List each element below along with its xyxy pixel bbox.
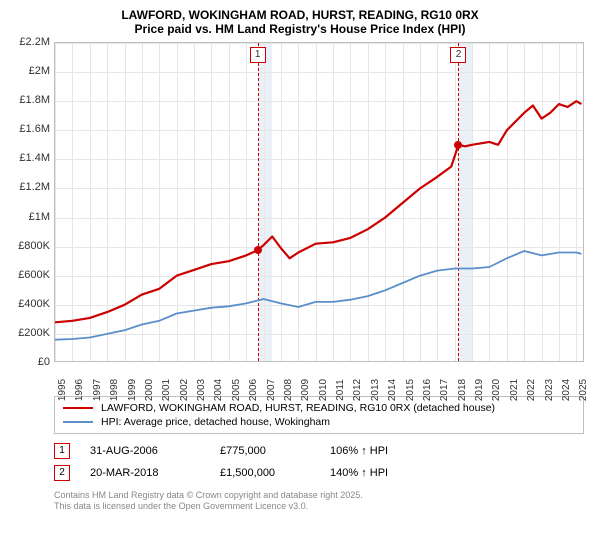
x-tick-label: 2006 <box>248 379 259 401</box>
x-tick-label: 1999 <box>127 379 138 401</box>
sale-vs-hpi: 106% ↑ HPI <box>330 445 388 457</box>
y-tick-label: £1.6M <box>19 123 50 135</box>
x-tick-label: 2005 <box>231 379 242 401</box>
y-axis-labels: £0£200K£400K£600K£800K£1M£1.2M£1.4M£1.6M… <box>10 42 52 362</box>
x-tick-label: 2009 <box>300 379 311 401</box>
footer-line: Contains HM Land Registry data © Crown c… <box>54 490 584 501</box>
house-price-chart: LAWFORD, WOKINGHAM ROAD, HURST, READING,… <box>0 0 600 560</box>
x-tick-label: 1998 <box>109 379 120 401</box>
y-tick-label: £2.2M <box>19 36 50 48</box>
x-tick-label: 2023 <box>544 379 555 401</box>
footer-line: This data is licensed under the Open Gov… <box>54 501 584 512</box>
x-tick-label: 2010 <box>318 379 329 401</box>
x-tick-label: 2014 <box>387 379 398 401</box>
x-tick-label: 2025 <box>578 379 589 401</box>
x-tick-label: 2019 <box>474 379 485 401</box>
sale-row: 1 31-AUG-2006 £775,000 106% ↑ HPI <box>54 440 584 462</box>
legend-item: LAWFORD, WOKINGHAM ROAD, HURST, READING,… <box>63 401 575 415</box>
x-tick-label: 2004 <box>213 379 224 401</box>
x-tick-label: 1995 <box>57 379 68 401</box>
x-tick-label: 2015 <box>405 379 416 401</box>
x-tick-label: 2022 <box>526 379 537 401</box>
x-tick-label: 2001 <box>161 379 172 401</box>
x-tick-label: 2021 <box>509 379 520 401</box>
legend: LAWFORD, WOKINGHAM ROAD, HURST, READING,… <box>54 396 584 434</box>
series-line-red <box>55 101 582 322</box>
x-tick-label: 1997 <box>92 379 103 401</box>
y-tick-label: £800K <box>18 240 50 252</box>
y-tick-label: £2M <box>29 65 50 77</box>
x-tick-label: 2000 <box>144 379 155 401</box>
x-tick-label: 2002 <box>179 379 190 401</box>
y-tick-label: £1.4M <box>19 152 50 164</box>
x-tick-label: 2012 <box>352 379 363 401</box>
x-tick-label: 2003 <box>196 379 207 401</box>
x-tick-label: 1996 <box>74 379 85 401</box>
y-tick-label: £200K <box>18 327 50 339</box>
legend-swatch <box>63 407 93 409</box>
footer: Contains HM Land Registry data © Crown c… <box>54 490 584 512</box>
x-tick-label: 2016 <box>422 379 433 401</box>
sale-marker-box: 2 <box>54 465 70 481</box>
legend-item: HPI: Average price, detached house, Woki… <box>63 415 575 429</box>
sale-date: 20-MAR-2018 <box>90 467 200 479</box>
series-line-blue <box>55 251 582 340</box>
y-tick-label: £400K <box>18 298 50 310</box>
sale-vs-hpi: 140% ↑ HPI <box>330 467 388 479</box>
chart-title: LAWFORD, WOKINGHAM ROAD, HURST, READING,… <box>10 8 590 36</box>
x-tick-label: 2008 <box>283 379 294 401</box>
x-tick-label: 2017 <box>439 379 450 401</box>
plot-area: 12 <box>54 42 584 362</box>
y-tick-label: £1.8M <box>19 94 50 106</box>
sale-marker-box: 1 <box>54 443 70 459</box>
title-line-1: LAWFORD, WOKINGHAM ROAD, HURST, READING,… <box>10 8 590 22</box>
sale-price: £1,500,000 <box>220 467 310 479</box>
legend-text: HPI: Average price, detached house, Woki… <box>101 416 330 428</box>
sale-date: 31-AUG-2006 <box>90 445 200 457</box>
y-tick-label: £1.2M <box>19 181 50 193</box>
title-line-2: Price paid vs. HM Land Registry's House … <box>10 22 590 36</box>
y-tick-label: £1M <box>29 211 50 223</box>
x-tick-label: 2013 <box>370 379 381 401</box>
legend-text: LAWFORD, WOKINGHAM ROAD, HURST, READING,… <box>101 402 495 414</box>
x-tick-label: 2011 <box>335 379 346 401</box>
y-tick-label: £600K <box>18 269 50 281</box>
sale-row: 2 20-MAR-2018 £1,500,000 140% ↑ HPI <box>54 462 584 484</box>
x-axis-labels: 1995199619971998199920002001200220032004… <box>54 362 584 392</box>
legend-swatch <box>63 421 93 423</box>
series-svg <box>55 43 585 363</box>
sales-table: 1 31-AUG-2006 £775,000 106% ↑ HPI 2 20-M… <box>54 440 584 484</box>
sale-price: £775,000 <box>220 445 310 457</box>
y-tick-label: £0 <box>38 356 50 368</box>
x-tick-label: 2007 <box>266 379 277 401</box>
x-tick-label: 2024 <box>561 379 572 401</box>
x-tick-label: 2020 <box>491 379 502 401</box>
x-tick-label: 2018 <box>457 379 468 401</box>
